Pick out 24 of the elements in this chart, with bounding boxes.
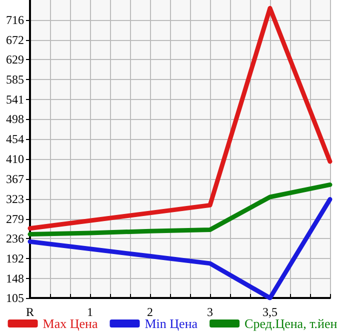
y-tick-label: 629 [6, 52, 24, 67]
y-tick-label: 279 [6, 212, 24, 226]
y-tick-label: 672 [6, 33, 24, 48]
y-tick-label: 148 [6, 271, 24, 286]
y-tick-label: 192 [6, 251, 24, 266]
y-tick-label: 367 [6, 172, 24, 186]
x-tick-label: 3,5 [262, 305, 278, 319]
y-tick-label: 236 [6, 231, 24, 246]
x-tick-label: 3 [207, 305, 213, 319]
x-tick-label: 1 [87, 305, 93, 319]
x-tick-label: R [26, 305, 34, 319]
y-tick-label: 716 [6, 13, 24, 28]
legend-label: Min Цена [144, 316, 198, 331]
y-tick-label: 105 [6, 291, 24, 305]
y-tick-label: 454 [6, 132, 24, 146]
y-tick-label: 323 [6, 192, 24, 206]
line-series [28, 182, 332, 237]
x-tick-label: 2 [147, 305, 153, 319]
legend-label: Max Цена [42, 316, 98, 331]
y-tick-label: 585 [6, 72, 24, 87]
y-tick-label: 541 [6, 92, 24, 107]
y-tick-label: 410 [6, 152, 24, 166]
y-tick-label: 498 [6, 112, 24, 126]
line-series [28, 6, 332, 231]
